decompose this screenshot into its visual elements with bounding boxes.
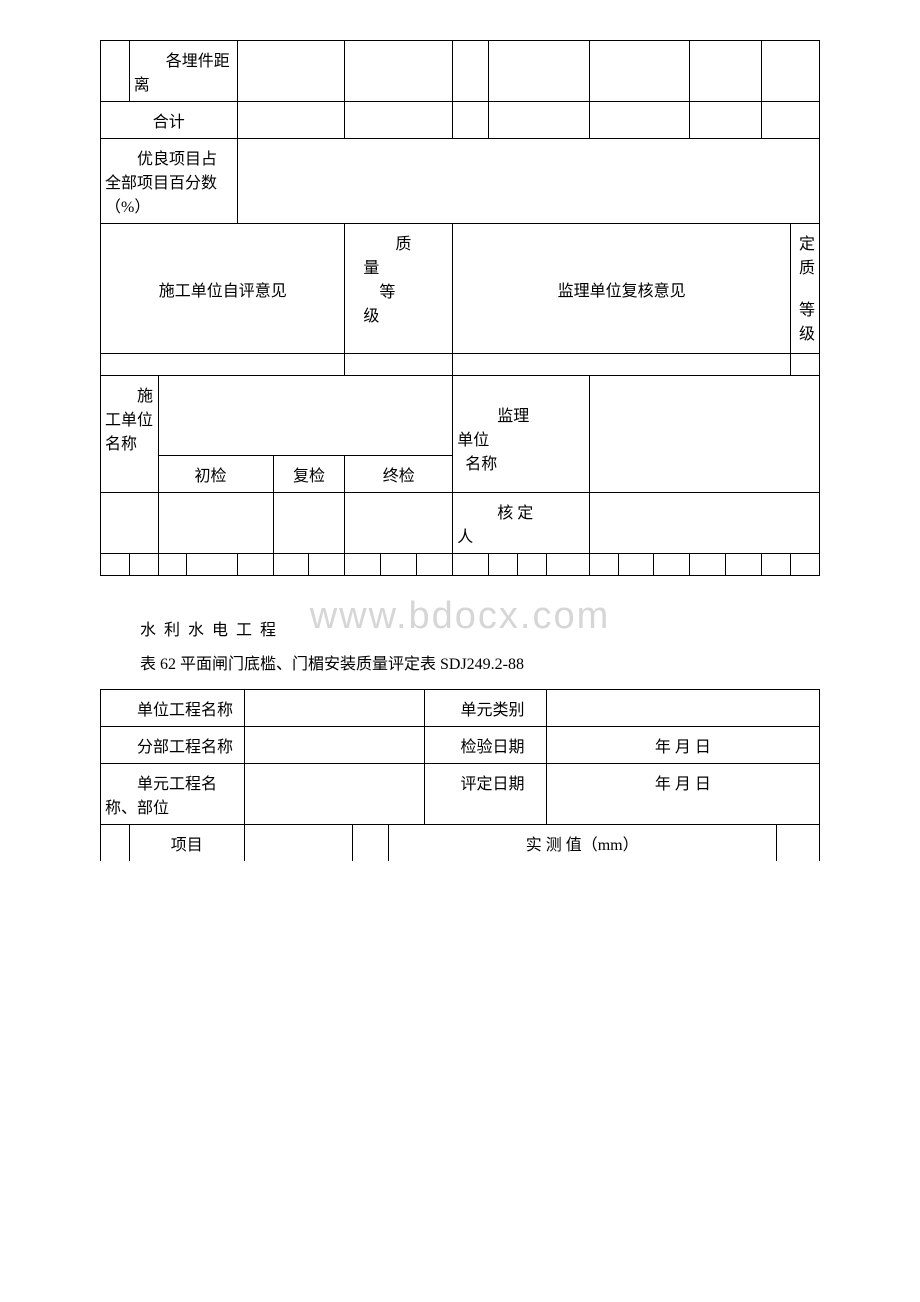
cell bbox=[776, 825, 819, 862]
cell-blank bbox=[101, 41, 130, 102]
cell bbox=[158, 554, 187, 576]
cell-label: 核 定人 bbox=[453, 493, 590, 554]
table-row bbox=[101, 554, 820, 576]
cell bbox=[489, 102, 590, 139]
cell bbox=[453, 554, 489, 576]
table-row: 分部工程名称 检验日期 年 月 日 bbox=[101, 727, 820, 764]
evaluation-table-upper: 各埋件距离 合计 优良项目占全部项目百分数（%） 施工单位自评意见 质量 等级 … bbox=[100, 40, 820, 576]
cell bbox=[345, 493, 453, 554]
cell-value: 年 月 日 bbox=[546, 764, 819, 825]
cell bbox=[589, 376, 819, 493]
cell-label: 定质等级 bbox=[791, 224, 820, 354]
table-title: 表 62 平面闸门底槛、门楣安装质量评定表 SDJ249.2-88 bbox=[140, 650, 820, 674]
cell-label: 单位工程名称 bbox=[101, 690, 245, 727]
cell-label: 评定日期 bbox=[424, 764, 546, 825]
cell bbox=[345, 102, 453, 139]
cell bbox=[417, 554, 453, 576]
cell-label: 复检 bbox=[273, 456, 345, 493]
cell-label: 施工单位自评意见 bbox=[101, 224, 345, 354]
cell bbox=[158, 376, 453, 456]
cell bbox=[791, 354, 820, 376]
table-row: 单位工程名称 单元类别 bbox=[101, 690, 820, 727]
cell bbox=[690, 102, 762, 139]
cell bbox=[546, 690, 819, 727]
cell bbox=[129, 554, 158, 576]
table-row: 优良项目占全部项目百分数（%） bbox=[101, 139, 820, 224]
cell bbox=[453, 41, 489, 102]
table-row: 单元工程名称、部位 评定日期 年 月 日 bbox=[101, 764, 820, 825]
table-row: 施工单位自评意见 质量 等级 监理单位复核意见 定质等级 bbox=[101, 224, 820, 354]
cell bbox=[654, 554, 690, 576]
cell bbox=[453, 354, 791, 376]
cell bbox=[589, 493, 819, 554]
table-row: 核 定人 bbox=[101, 493, 820, 554]
table-row bbox=[101, 354, 820, 376]
cell-label: 各埋件距离 bbox=[129, 41, 237, 102]
cell-label: 检验日期 bbox=[424, 727, 546, 764]
cell-label: 质量 等级 bbox=[345, 224, 453, 354]
table-row: 项目 实 测 值（mm） bbox=[101, 825, 820, 862]
cell bbox=[517, 554, 546, 576]
cell-label: 优良项目占全部项目百分数（%） bbox=[101, 139, 238, 224]
page-content: 各埋件距离 合计 优良项目占全部项目百分数（%） 施工单位自评意见 质量 等级 … bbox=[100, 40, 820, 861]
cell bbox=[273, 554, 309, 576]
cell bbox=[690, 41, 762, 102]
cell bbox=[244, 690, 424, 727]
cell bbox=[489, 554, 518, 576]
cell bbox=[618, 554, 654, 576]
cell bbox=[381, 554, 417, 576]
cell bbox=[546, 554, 589, 576]
cell bbox=[589, 41, 690, 102]
cell-label: 单元类别 bbox=[424, 690, 546, 727]
cell bbox=[791, 554, 820, 576]
cell bbox=[101, 554, 130, 576]
cell-label: 项目 bbox=[129, 825, 244, 862]
cell bbox=[762, 41, 820, 102]
cell bbox=[273, 493, 345, 554]
table-row: 各埋件距离 bbox=[101, 41, 820, 102]
cell bbox=[101, 825, 130, 862]
cell bbox=[237, 102, 345, 139]
cell bbox=[101, 493, 159, 554]
cell bbox=[309, 554, 345, 576]
cell-label: 实 测 值（mm） bbox=[388, 825, 776, 862]
cell-label: 分部工程名称 bbox=[101, 727, 245, 764]
evaluation-table-lower: 单位工程名称 单元类别 分部工程名称 检验日期 年 月 日 单元工程名称、部位 … bbox=[100, 689, 820, 861]
cell-value: 年 月 日 bbox=[546, 727, 819, 764]
cell bbox=[158, 493, 273, 554]
cell bbox=[237, 41, 345, 102]
cell-label: 初检 bbox=[158, 456, 273, 493]
cell bbox=[762, 102, 820, 139]
cell bbox=[453, 102, 489, 139]
cell bbox=[726, 554, 762, 576]
section-heading: 水 利 水 电 工 程 bbox=[140, 616, 820, 640]
cell bbox=[244, 825, 352, 862]
cell bbox=[589, 554, 618, 576]
table-row: 合计 bbox=[101, 102, 820, 139]
cell-label: 监理单位 名称 bbox=[453, 376, 590, 493]
cell bbox=[101, 354, 345, 376]
cell bbox=[690, 554, 726, 576]
cell bbox=[244, 764, 424, 825]
table-row: 施工单位名称 监理单位 名称 bbox=[101, 376, 820, 456]
cell-label: 监理单位复核意见 bbox=[453, 224, 791, 354]
cell bbox=[237, 554, 273, 576]
cell bbox=[237, 139, 819, 224]
cell bbox=[345, 354, 453, 376]
cell bbox=[345, 41, 453, 102]
cell-label: 合计 bbox=[101, 102, 238, 139]
cell bbox=[345, 554, 381, 576]
cell bbox=[762, 554, 791, 576]
cell bbox=[489, 41, 590, 102]
cell bbox=[352, 825, 388, 862]
cell-label: 终检 bbox=[345, 456, 453, 493]
cell-label: 施工单位名称 bbox=[101, 376, 159, 493]
cell-label: 单元工程名称、部位 bbox=[101, 764, 245, 825]
cell bbox=[244, 727, 424, 764]
cell bbox=[589, 102, 690, 139]
cell bbox=[187, 554, 237, 576]
